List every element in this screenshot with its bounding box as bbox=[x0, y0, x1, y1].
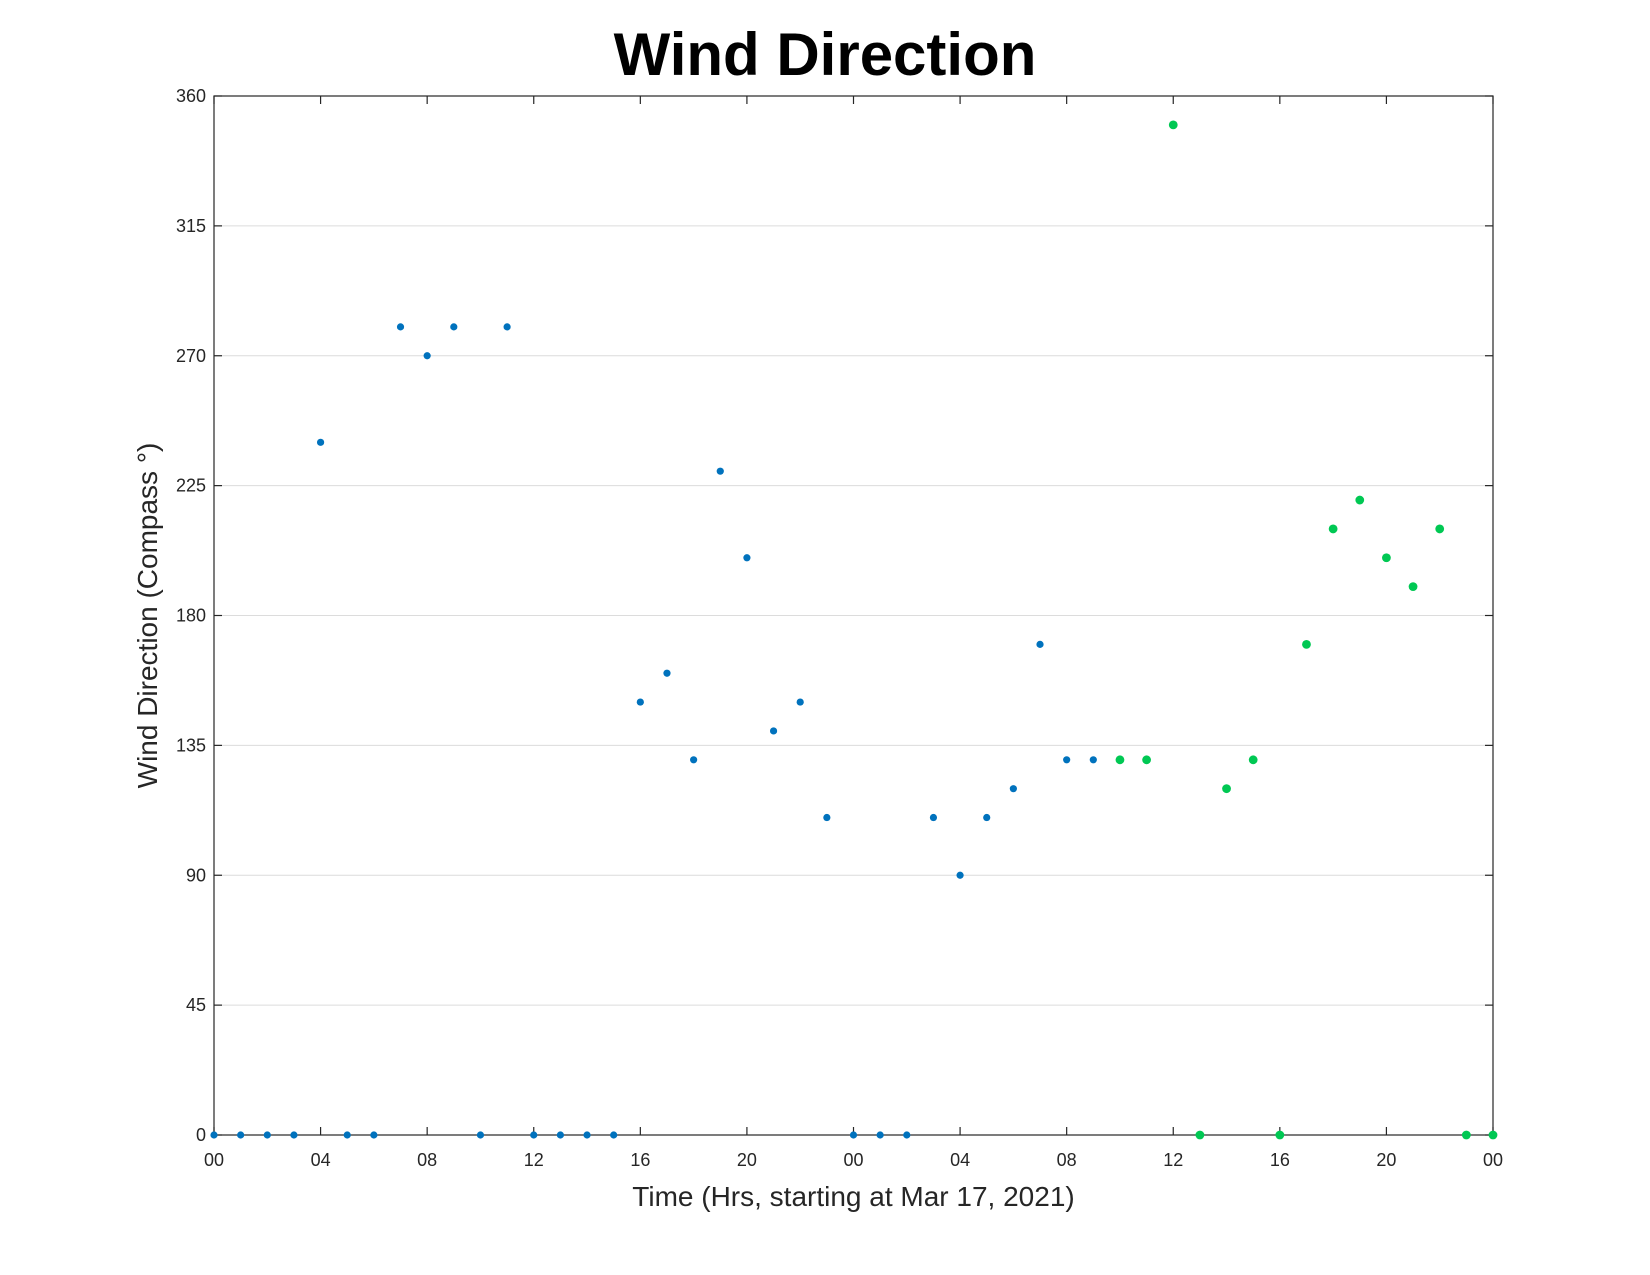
y-tick-label: 135 bbox=[176, 735, 206, 755]
data-point bbox=[769, 727, 778, 735]
data-point bbox=[1461, 1130, 1471, 1140]
x-tick-label: 08 bbox=[1057, 1150, 1077, 1170]
gridlines bbox=[214, 95, 1493, 1136]
x-axis-label: Time (Hrs, starting at Mar 17, 2021) bbox=[632, 1181, 1074, 1212]
x-tick-label: 04 bbox=[950, 1150, 970, 1170]
data-point bbox=[1488, 1130, 1498, 1140]
y-axis-label: Wind Direction (Compass °) bbox=[132, 443, 163, 789]
x-tick-label: 16 bbox=[630, 1150, 650, 1170]
data-point bbox=[796, 698, 804, 706]
data-point bbox=[1275, 1130, 1285, 1140]
data-point bbox=[450, 323, 458, 331]
data-point bbox=[1355, 495, 1365, 505]
data-point bbox=[237, 1131, 245, 1139]
data-point bbox=[1063, 756, 1071, 764]
x-tick-label: 12 bbox=[524, 1150, 544, 1170]
data-point bbox=[1382, 553, 1391, 563]
data-point bbox=[929, 813, 938, 822]
data-point bbox=[396, 323, 405, 331]
data-point bbox=[849, 1131, 858, 1139]
chart-title: Wind Direction bbox=[614, 21, 1037, 88]
x-tick-label: 00 bbox=[1483, 1150, 1503, 1170]
y-tick-label: 0 bbox=[196, 1125, 206, 1145]
data-points bbox=[210, 120, 1498, 1140]
x-tick-label: 16 bbox=[1270, 1150, 1290, 1170]
data-point bbox=[1142, 755, 1152, 765]
x-tick-label: 20 bbox=[737, 1150, 757, 1170]
data-point bbox=[503, 323, 511, 331]
x-tick-label: 08 bbox=[417, 1150, 437, 1170]
data-point bbox=[1302, 639, 1311, 649]
y-tick-label: 90 bbox=[186, 865, 206, 885]
data-point bbox=[476, 1131, 485, 1139]
data-point bbox=[956, 871, 964, 879]
data-point bbox=[876, 1131, 884, 1139]
data-point bbox=[636, 698, 644, 706]
data-point bbox=[370, 1131, 378, 1139]
data-point bbox=[423, 352, 431, 360]
data-point bbox=[1168, 120, 1178, 130]
data-point bbox=[583, 1131, 591, 1139]
y-tick-label: 360 bbox=[176, 86, 206, 106]
data-point bbox=[1195, 1130, 1205, 1140]
x-tick-label: 04 bbox=[311, 1150, 331, 1170]
data-point bbox=[556, 1131, 564, 1139]
x-tick-label: 20 bbox=[1376, 1150, 1396, 1170]
data-point bbox=[263, 1131, 271, 1139]
x-tick-label: 00 bbox=[204, 1150, 224, 1170]
data-point bbox=[290, 1131, 298, 1139]
data-point bbox=[1408, 582, 1418, 592]
x-tick-label: 12 bbox=[1163, 1150, 1183, 1170]
data-point bbox=[1115, 755, 1125, 765]
x-tick-label: 00 bbox=[843, 1150, 863, 1170]
data-point bbox=[1036, 640, 1044, 648]
data-point bbox=[1089, 756, 1097, 764]
series-1 bbox=[210, 323, 1097, 1139]
y-tick-label: 180 bbox=[176, 606, 206, 626]
y-tick-label: 45 bbox=[186, 995, 206, 1015]
data-point bbox=[983, 813, 991, 822]
data-point bbox=[823, 813, 831, 822]
data-point bbox=[1435, 524, 1445, 534]
data-point bbox=[610, 1131, 618, 1139]
y-tick-label: 315 bbox=[176, 216, 206, 236]
y-tick-label: 225 bbox=[176, 476, 206, 496]
data-point bbox=[903, 1131, 911, 1139]
y-tick-label: 270 bbox=[176, 346, 206, 366]
data-point bbox=[1328, 524, 1338, 534]
y-axis: 0 45 90 135 180 225 270 315 360 bbox=[176, 86, 1493, 1145]
series-2 bbox=[1115, 120, 1498, 1140]
x-axis: 00 04 08 12 16 20 00 04 08 12 16 20 00 bbox=[204, 96, 1503, 1170]
data-point bbox=[210, 1131, 218, 1139]
data-point bbox=[343, 1131, 351, 1139]
data-point bbox=[743, 554, 751, 562]
data-point bbox=[530, 1131, 538, 1139]
data-point bbox=[663, 669, 671, 677]
data-point bbox=[1009, 785, 1017, 793]
data-point bbox=[716, 467, 724, 475]
data-point bbox=[1222, 784, 1231, 794]
data-point bbox=[690, 756, 698, 764]
data-point bbox=[1248, 755, 1258, 765]
data-point bbox=[316, 438, 325, 446]
